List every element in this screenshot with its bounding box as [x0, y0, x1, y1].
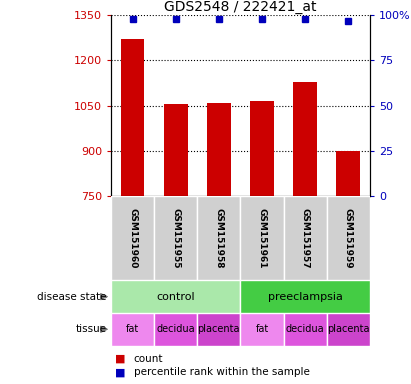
Bar	[121, 40, 144, 196]
Text: placenta: placenta	[198, 324, 240, 334]
Text: ■: ■	[115, 367, 126, 377]
Text: count: count	[134, 354, 163, 364]
Bar	[207, 104, 231, 196]
Bar	[154, 313, 197, 346]
Text: preeclampsia: preeclampsia	[268, 291, 343, 302]
Text: fat: fat	[126, 324, 139, 334]
Bar	[284, 313, 327, 346]
Bar	[240, 313, 284, 346]
Text: GSM151955: GSM151955	[171, 208, 180, 268]
Bar	[250, 101, 274, 196]
Bar	[240, 196, 284, 280]
Text: ■: ■	[115, 354, 126, 364]
Bar	[111, 196, 154, 280]
Bar	[197, 313, 240, 346]
Bar	[240, 280, 370, 313]
Text: GSM151958: GSM151958	[215, 208, 223, 268]
Text: GSM151959: GSM151959	[344, 208, 353, 268]
Text: fat: fat	[255, 324, 269, 334]
Bar	[284, 196, 327, 280]
Text: decidua: decidua	[157, 324, 195, 334]
Bar	[197, 196, 240, 280]
Text: control: control	[157, 291, 195, 302]
Text: percentile rank within the sample: percentile rank within the sample	[134, 367, 309, 377]
Bar	[111, 280, 240, 313]
Text: decidua: decidua	[286, 324, 324, 334]
Text: GSM151961: GSM151961	[258, 208, 266, 268]
Bar	[164, 104, 187, 196]
Bar	[154, 196, 197, 280]
Bar	[337, 151, 360, 196]
Text: GSM151957: GSM151957	[301, 208, 309, 268]
Text: GSM151960: GSM151960	[128, 208, 137, 268]
Bar	[327, 196, 370, 280]
Text: tissue: tissue	[76, 324, 107, 334]
Title: GDS2548 / 222421_at: GDS2548 / 222421_at	[164, 0, 317, 14]
Bar	[327, 313, 370, 346]
Bar	[293, 81, 317, 196]
Bar	[111, 313, 154, 346]
Text: placenta: placenta	[327, 324, 369, 334]
Text: disease state: disease state	[37, 291, 107, 302]
